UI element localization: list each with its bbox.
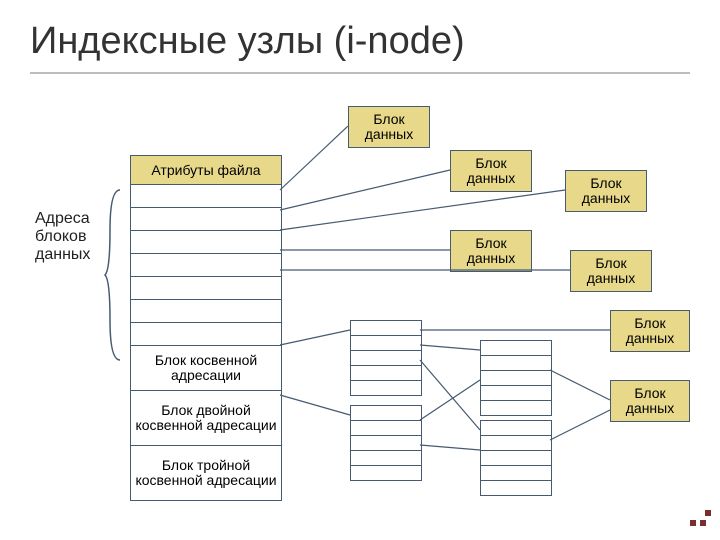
page-title: Индексные узлы (i-node) (30, 20, 465, 63)
inode-triple-indirect: Блок тройной косвенной адресации (131, 445, 281, 500)
corner-tick (700, 520, 706, 526)
inode-table: Атрибуты файла Блок косвенной адресации … (130, 155, 282, 501)
pointer-table (350, 405, 422, 481)
data-block: Блок данных (450, 150, 532, 192)
inode-direct-ptr (131, 253, 281, 276)
pointer-table (480, 340, 552, 416)
data-block: Блок данных (565, 170, 647, 212)
inode-double-indirect: Блок двойной косвенной адресации (131, 390, 281, 445)
inode-direct-ptr (131, 230, 281, 253)
inode-direct-ptr (131, 276, 281, 299)
corner-tick (690, 520, 696, 526)
inode-direct-ptr (131, 207, 281, 230)
data-block: Блок данных (570, 250, 652, 292)
data-block: Блок данных (610, 310, 690, 352)
pointer-table (350, 320, 422, 396)
inode-single-indirect: Блок косвенной адресации (131, 345, 281, 390)
inode-attr-cell: Атрибуты файла (131, 156, 281, 184)
label-addr-blocks: Адреса блоков данных (35, 210, 120, 264)
inode-direct-ptr (131, 184, 281, 207)
data-block: Блок данных (348, 106, 430, 148)
pointer-table (480, 420, 552, 496)
data-block: Блок данных (610, 380, 690, 422)
title-underline (30, 72, 690, 74)
corner-tick (705, 510, 711, 516)
inode-direct-ptr (131, 322, 281, 345)
data-block: Блок данных (450, 230, 532, 272)
inode-direct-ptr (131, 299, 281, 322)
